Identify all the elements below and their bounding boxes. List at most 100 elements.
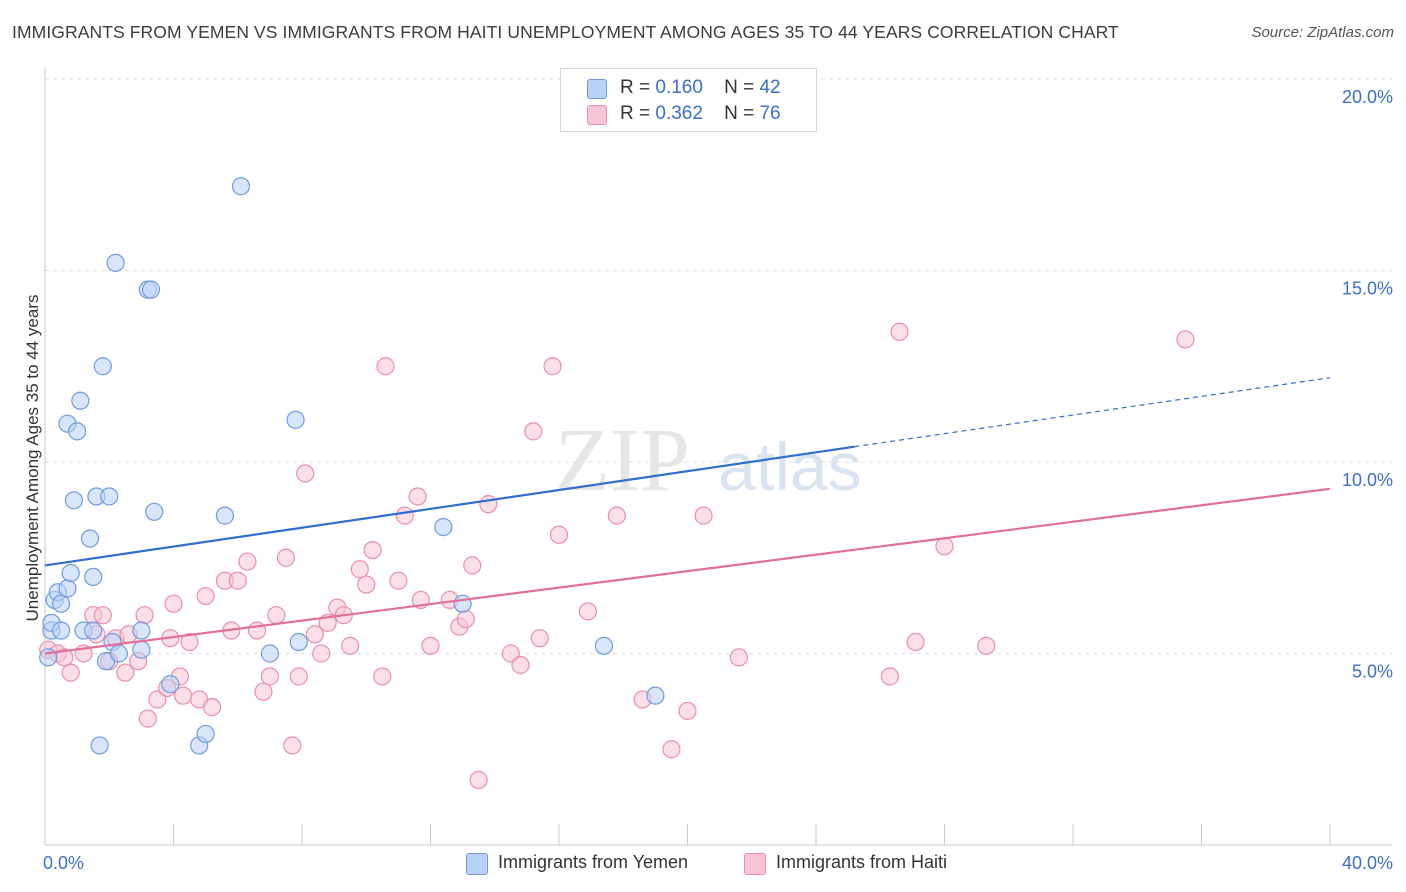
- yemen-point-32: [231, 177, 251, 196]
- haiti-point-61: [524, 422, 543, 441]
- yemen-point-34: [286, 410, 305, 429]
- haiti-point-13: [135, 606, 154, 625]
- legend: R = 0.160 N = 42 R = 0.362 N = 76: [560, 68, 817, 132]
- y-axis-label: Unemployment Among Ages 35 to 44 years: [23, 295, 42, 622]
- trend-line-yemen-extension: [854, 377, 1331, 448]
- yemen-point-11: [71, 391, 90, 410]
- haiti-point-33: [276, 548, 296, 567]
- bottom-legend-swatch-haiti: [744, 853, 766, 875]
- haiti-point-14: [138, 709, 157, 728]
- haiti-point-68: [662, 740, 681, 759]
- yemen-point-21: [106, 253, 125, 272]
- y-tick-label-20: 20.0%: [1342, 87, 1393, 107]
- yemen-point-23: [132, 621, 151, 640]
- haiti-point-45: [363, 540, 382, 560]
- yemen-point-4: [51, 594, 71, 613]
- haiti-point-46: [373, 667, 392, 686]
- haiti-point-35: [289, 667, 308, 686]
- haiti-point-27: [228, 571, 247, 590]
- trend-line-haiti: [44, 487, 1331, 655]
- haiti-point-42: [341, 636, 360, 655]
- yemen-point-19: [100, 487, 119, 506]
- haiti-point-7: [93, 606, 112, 625]
- haiti-point-47: [376, 357, 395, 376]
- haiti-point-24: [202, 698, 222, 717]
- haiti-point-70: [694, 506, 713, 525]
- yemen-point-36: [434, 518, 453, 537]
- haiti-point-21: [180, 632, 199, 652]
- haiti-point-44: [357, 575, 376, 594]
- legend-yemen-n-value: 42: [759, 77, 781, 98]
- yemen-point-37: [453, 594, 472, 613]
- yemen-point-9: [64, 491, 84, 510]
- trend-line-yemen: [44, 445, 855, 567]
- haiti-point-58: [479, 495, 498, 514]
- legend-haiti-r-label: R =: [620, 103, 651, 124]
- yemen-point-30: [196, 724, 215, 744]
- source-label: Source: ZipAtlas.com: [1251, 24, 1394, 41]
- y-tick-label-10: 10.0%: [1342, 470, 1393, 490]
- haiti-point-64: [549, 525, 569, 544]
- haiti-point-69: [678, 701, 697, 721]
- yemen-point-22: [109, 644, 128, 663]
- series-yemen-points: [39, 177, 665, 755]
- yemen-point-24: [132, 640, 151, 659]
- haiti-point-57: [469, 770, 488, 789]
- haiti-point-77: [1176, 330, 1195, 349]
- legend-yemen-n-label: N =: [724, 77, 755, 98]
- axes: [44, 68, 1392, 846]
- yemen-point-33: [260, 644, 279, 663]
- y-tick-label-5: 5.0%: [1352, 662, 1393, 682]
- yemen-point-40: [84, 621, 103, 640]
- haiti-point-52: [421, 636, 440, 655]
- watermark-zip: ZIP: [555, 411, 690, 510]
- haiti-point-75: [935, 537, 954, 556]
- tick-labels: 5.0% 10.0% 15.0% 20.0% 0.0% 40.0%: [43, 87, 1393, 873]
- haiti-point-50: [408, 487, 427, 506]
- yemen-point-26: [141, 280, 161, 299]
- haiti-point-49: [395, 506, 414, 525]
- yemen-point-38: [594, 636, 614, 655]
- haiti-point-48: [389, 571, 408, 590]
- yemen-point-7: [61, 563, 80, 583]
- yemen-point-17: [93, 357, 112, 376]
- haiti-point-23: [196, 586, 215, 606]
- legend-yemen-r-value: 0.160: [655, 77, 703, 98]
- yemen-point-13: [80, 529, 100, 548]
- haiti-point-66: [607, 506, 626, 525]
- legend-haiti-r-value: 0.362: [655, 103, 703, 124]
- haiti-point-10: [116, 663, 135, 682]
- haiti-point-32: [267, 606, 286, 625]
- haiti-point-43: [350, 560, 369, 579]
- yemen-point-10: [68, 422, 87, 441]
- haiti-point-18: [164, 594, 183, 613]
- legend-yemen-r-label: R =: [620, 77, 651, 98]
- bottom-legend-swatch-yemen: [466, 853, 488, 875]
- yemen-point-39: [646, 686, 665, 705]
- haiti-point-63: [543, 357, 562, 376]
- yemen-point-14: [84, 567, 103, 587]
- x-tick-label-min: 0.0%: [43, 853, 84, 873]
- yemen-point-27: [145, 502, 164, 521]
- yemen-point-16: [90, 736, 109, 755]
- legend-swatch-yemen: [587, 79, 607, 99]
- yemen-point-28: [161, 675, 180, 694]
- haiti-point-62: [530, 629, 549, 648]
- chart-title: IMMIGRANTS FROM YEMEN VS IMMIGRANTS FROM…: [12, 22, 1119, 42]
- haiti-point-34: [283, 736, 302, 755]
- trend-lines: [44, 377, 1331, 655]
- haiti-point-60: [511, 655, 530, 675]
- haiti-point-74: [906, 632, 925, 652]
- bottom-legend-label-yemen: Immigrants from Yemen: [498, 852, 689, 872]
- x-tick-label-max: 40.0%: [1342, 853, 1393, 873]
- haiti-point-76: [977, 636, 996, 655]
- legend-haiti-n-label: N =: [724, 103, 755, 124]
- haiti-point-56: [463, 556, 482, 575]
- bottom-legend-label-haiti: Immigrants from Haiti: [776, 852, 948, 872]
- haiti-point-71: [729, 648, 749, 667]
- yemen-point-5: [51, 621, 71, 640]
- haiti-point-55: [456, 609, 475, 629]
- haiti-point-73: [890, 322, 909, 341]
- haiti-point-28: [238, 552, 257, 571]
